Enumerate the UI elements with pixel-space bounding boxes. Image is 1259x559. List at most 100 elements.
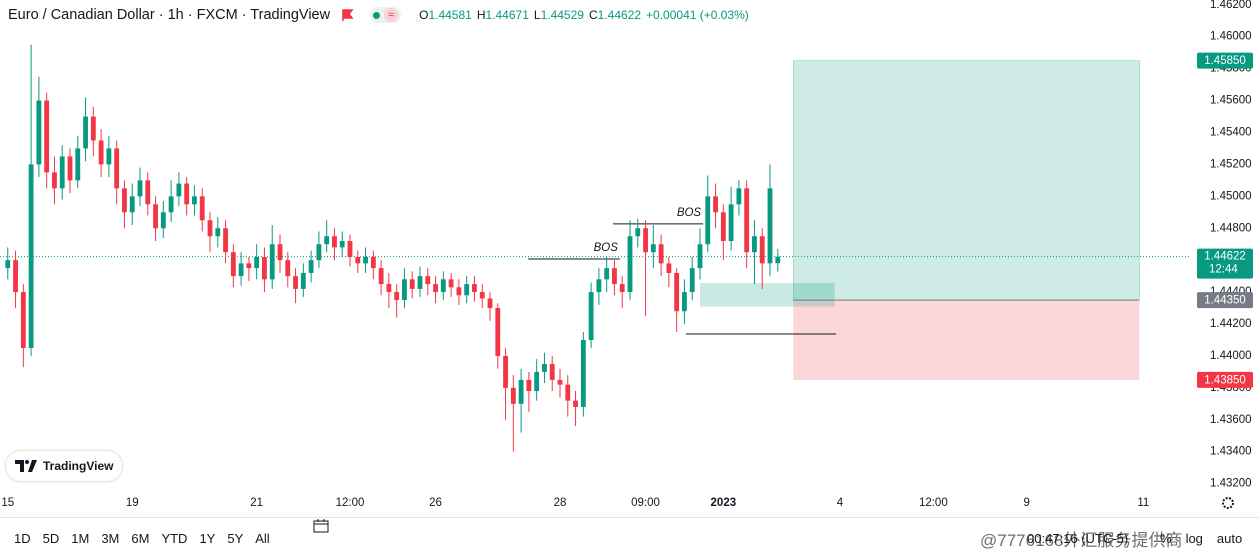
ohlc-value: 1.44529 xyxy=(540,8,584,22)
range-button[interactable]: 5D xyxy=(42,531,60,546)
candle-body xyxy=(36,100,42,165)
candle-body xyxy=(285,260,291,277)
y-tick-label: 1.43600 xyxy=(1210,414,1252,426)
candle-body xyxy=(689,268,695,293)
ohlc-change: +0.00041 (+0.03%) xyxy=(646,8,749,22)
range-button[interactable]: 1D xyxy=(14,531,31,546)
candle-body xyxy=(300,272,306,289)
range-button[interactable]: 3M xyxy=(101,531,120,546)
countdown-label: 12:44 xyxy=(1209,264,1238,276)
candle-body xyxy=(44,100,50,173)
candle-body xyxy=(277,244,283,261)
stop-box xyxy=(1197,371,1253,388)
candle-body xyxy=(5,260,11,269)
ohlc-legend: O1.44581 H1.44671 L1.44529 C1.44622 +0.00041… xyxy=(419,8,749,22)
candle-body xyxy=(518,379,524,404)
y-tick-label: 1.43200 xyxy=(1210,478,1252,490)
y-tick-label: 1.46200 xyxy=(1210,0,1252,11)
candle-body xyxy=(160,212,166,229)
candle-body xyxy=(464,284,470,296)
candle-body xyxy=(409,279,415,289)
clock[interactable]: 00:47:16 (UTC-5) xyxy=(1027,531,1129,546)
current-price-label: 1.44622 xyxy=(1204,251,1246,263)
candle-body xyxy=(122,188,127,213)
candle-body xyxy=(697,244,703,269)
x-tick-label: 12:00 xyxy=(919,497,948,509)
candle-body xyxy=(736,188,742,205)
range-button[interactable]: YTD xyxy=(161,531,188,546)
status-pill[interactable]: ≈ xyxy=(370,7,402,23)
range-button[interactable]: 6M xyxy=(131,531,150,546)
candle-body xyxy=(682,292,687,312)
ohlc-value: 1.44581 xyxy=(428,8,472,22)
entry-box xyxy=(1197,292,1253,309)
range-button[interactable]: All xyxy=(255,531,270,546)
candle-body xyxy=(666,263,672,273)
ohlc-item: H1.44671 xyxy=(477,8,529,22)
candle-body xyxy=(347,241,353,257)
candle-body xyxy=(308,260,314,273)
candle-body xyxy=(674,272,680,312)
candle-body xyxy=(230,252,236,277)
candle-body xyxy=(145,180,151,205)
target-zone xyxy=(793,60,1140,301)
bos-label: BOS xyxy=(677,207,702,219)
candle-body xyxy=(557,379,563,385)
candle-body xyxy=(604,268,610,280)
candle-body xyxy=(720,212,726,242)
candle-body xyxy=(510,387,516,404)
flag-icon[interactable] xyxy=(340,8,354,22)
candle-body xyxy=(269,244,275,280)
candle-body xyxy=(705,196,711,245)
ohlc-value: 1.44671 xyxy=(485,8,529,22)
candle-body xyxy=(627,236,633,293)
credit-watermark: @7776168外汇服务提供商 xyxy=(980,531,1183,550)
y-tick-label: 1.44200 xyxy=(1210,318,1252,330)
candle-body xyxy=(378,268,384,285)
candle-body xyxy=(75,148,81,181)
date-range-icon[interactable] xyxy=(313,518,331,534)
range-button[interactable]: 5Y xyxy=(227,531,244,546)
x-tick-label: 15 xyxy=(1,497,14,509)
scale-option[interactable]: % xyxy=(1160,531,1172,546)
bottom-toolbar: 1D 5D 1M 3M 6M YTD 1Y 5Y All @7776168外汇服务提供商 00:… xyxy=(0,518,1259,559)
candle-body xyxy=(394,292,400,301)
scale-option[interactable]: auto xyxy=(1216,531,1243,546)
tradingview-logo[interactable]: TradingView xyxy=(6,451,123,481)
candle-body xyxy=(713,196,718,213)
range-button[interactable]: 1Y xyxy=(199,531,216,546)
candle-body xyxy=(207,220,213,237)
ohlc-item: L1.44529 xyxy=(534,8,584,22)
candle-body xyxy=(355,256,361,264)
candle-body xyxy=(619,284,625,293)
settings-icon[interactable] xyxy=(1222,497,1234,509)
chart-header: Euro / Canadian Dollar · 1h · FXCM · Tra… xyxy=(8,5,749,25)
candle-body xyxy=(495,308,501,356)
candle-body xyxy=(223,228,228,253)
range-buttons: 1D 5D 1M 3M 6M YTD 1Y 5Y All xyxy=(8,531,276,546)
candle-body xyxy=(67,156,73,181)
candle-body xyxy=(448,279,454,288)
candle-body xyxy=(596,279,602,293)
ohlc-letter: C xyxy=(588,8,598,22)
ohlc-item: O1.44581 xyxy=(419,8,472,22)
candle-body xyxy=(759,236,765,264)
candle-body xyxy=(129,196,135,213)
candle-body xyxy=(20,292,26,348)
scale-option[interactable]: log xyxy=(1185,531,1203,546)
candle-body xyxy=(534,371,540,392)
x-tick-label: 19 xyxy=(126,497,139,509)
candle-body xyxy=(425,276,431,285)
range-button[interactable]: 1M xyxy=(71,531,90,546)
y-tick-label: 1.44000 xyxy=(1210,350,1252,362)
candle-body xyxy=(176,183,182,197)
candle-body xyxy=(635,228,641,237)
candle-body xyxy=(215,228,221,237)
candle-body xyxy=(503,355,508,388)
candle-body xyxy=(650,244,656,253)
y-tick-label: 1.45600 xyxy=(1210,95,1252,107)
candle-body xyxy=(192,196,197,205)
y-tick-label: 1.44800 xyxy=(1210,222,1252,234)
candle-body xyxy=(417,276,423,289)
chart-title: Euro / Canadian Dollar · 1h · FXCM · Tra… xyxy=(8,7,331,23)
